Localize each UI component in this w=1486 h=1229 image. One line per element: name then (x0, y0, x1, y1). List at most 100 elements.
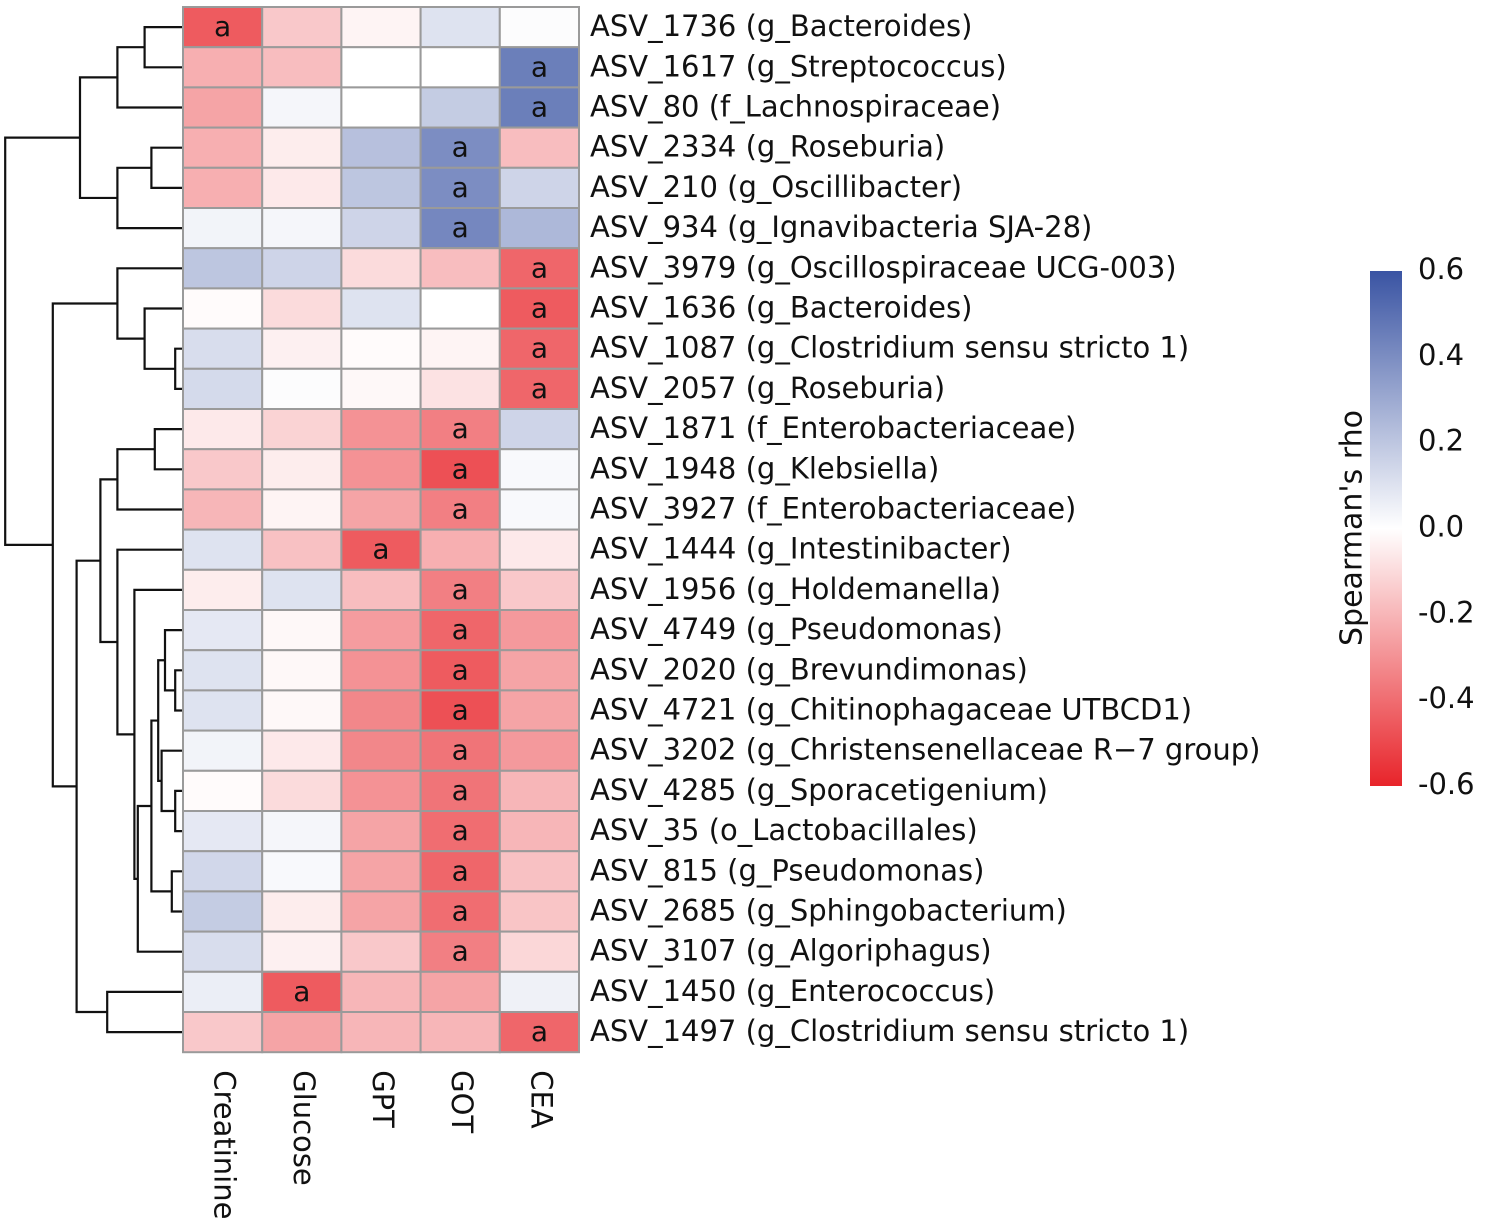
heatmap-cell (419, 850, 501, 893)
heatmap-cell (498, 367, 580, 410)
heatmap-cell (419, 689, 501, 732)
row-label: ASV_4749 (g_Pseudomonas) (590, 612, 1003, 646)
heatmap-cell (182, 930, 264, 973)
colorbar (1370, 271, 1402, 786)
row-label: ASV_3107 (g_Algoriphagus) (590, 934, 992, 968)
heatmap-cell (182, 488, 264, 531)
heatmap-cell (182, 609, 264, 652)
heatmap-cell (340, 207, 422, 250)
heatmap-cell (498, 126, 580, 169)
heatmap-cell (340, 448, 422, 491)
heatmap-cell (498, 890, 580, 933)
row-label: ASV_2020 (g_Brevundimonas) (590, 652, 1028, 686)
heatmap-cell (182, 528, 264, 571)
heatmap-cell (182, 6, 264, 49)
heatmap-cell (340, 729, 422, 772)
heatmap-cell (261, 649, 343, 692)
row-label: ASV_3979 (g_Oscillospiraceae UCG-003) (590, 250, 1177, 284)
heatmap-cell (261, 528, 343, 571)
significance-mark: a (452, 935, 469, 968)
heatmap-cell (498, 609, 580, 652)
heatmap-cell (261, 609, 343, 652)
heatmap-cell (498, 528, 580, 571)
heatmap-cell (419, 247, 501, 290)
heatmap-cell (182, 247, 264, 290)
significance-mark: a (214, 10, 231, 43)
heatmap-cell (340, 890, 422, 933)
heatmap-cell (182, 367, 264, 410)
dendrogram-branch (106, 990, 182, 1034)
heatmap-cell (182, 970, 264, 1013)
legend-tick-label: 0.0 (1418, 510, 1464, 544)
dendrogram-branch (153, 428, 182, 471)
significance-mark: a (531, 91, 548, 124)
heatmap-cell (182, 448, 264, 491)
heatmap-cell (419, 287, 501, 330)
heatmap-cell (261, 126, 343, 169)
heatmap-cell (419, 528, 501, 571)
significance-mark: a (452, 613, 469, 646)
significance-mark: a (531, 1015, 548, 1048)
row-label: ASV_1736 (g_Bacteroides) (590, 9, 972, 43)
legend-tick-label: 0.4 (1418, 338, 1464, 372)
heatmap-cell (261, 327, 343, 370)
heatmap-cell (498, 850, 580, 893)
row-label: ASV_2057 (g_Roseburia) (590, 371, 945, 405)
heatmap-cell (340, 689, 422, 732)
row-label: ASV_1444 (g_Intestinibacter) (590, 532, 1012, 566)
heatmap-cell (340, 930, 422, 973)
heatmap-cell (261, 367, 343, 410)
significance-mark: a (452, 452, 469, 485)
dendrogram-branch (116, 548, 182, 736)
row-label: ASV_1450 (g_Enterococcus) (590, 974, 995, 1008)
heatmap-cell (261, 729, 343, 772)
heatmap-cell (498, 287, 580, 330)
heatmap-cell (261, 6, 343, 49)
significance-mark: a (452, 854, 469, 887)
heatmap-cell (182, 327, 264, 370)
dendrogram-branch (51, 302, 118, 788)
heatmap-cell (340, 408, 422, 451)
column-label: GOT (445, 1070, 479, 1133)
column-label: CEA (524, 1070, 558, 1129)
heatmap-cell (340, 287, 422, 330)
heatmap-cell (182, 408, 264, 451)
row-label: ASV_4721 (g_Chitinophagaceae UTBCD1) (590, 693, 1192, 727)
heatmap-cell (498, 488, 580, 531)
dendrogram-branch (174, 789, 182, 833)
significance-mark: a (452, 412, 469, 445)
dendrogram-branch (4, 136, 80, 547)
heatmap-cell (419, 367, 501, 410)
heatmap-cell (261, 247, 343, 290)
heatmap-cell (261, 46, 343, 89)
row-label: ASV_934 (g_Ignavibacteria SJA-28) (590, 210, 1092, 244)
significance-mark: a (452, 895, 469, 928)
heatmap-cell (340, 850, 422, 893)
column-labels: Creatinine Glucose GPT GOT CEA (208, 1070, 559, 1219)
dendrogram-branch (116, 448, 182, 511)
dendrogram-branch (174, 347, 182, 390)
row-label: ASV_35 (o_Lactobacillales) (590, 813, 978, 847)
significance-mark: a (452, 653, 469, 686)
heatmap-cell (498, 769, 580, 812)
heatmap-cell (419, 1011, 501, 1054)
heatmap-cell (261, 448, 343, 491)
row-label: ASV_3202 (g_Christensenellaceae R−7 grou… (590, 733, 1260, 767)
heatmap-cell (419, 46, 501, 89)
heatmap-cell (498, 6, 580, 49)
heatmap-cell (182, 689, 264, 732)
significance-mark: a (452, 211, 469, 244)
heatmap-cell (340, 6, 422, 49)
row-label: ASV_1636 (g_Bacteroides) (590, 291, 972, 325)
heatmap-cell (498, 166, 580, 210)
heatmap-cell (261, 810, 343, 853)
row-dendrogram (4, 26, 182, 1034)
heatmap-cell (419, 408, 501, 451)
heatmap-cell (498, 930, 580, 973)
heatmap-cell (261, 287, 343, 330)
colorbar-ticks: 0.6 0.4 0.2 0.0 -0.2 -0.4 -0.6 (1418, 252, 1475, 801)
heatmap-cell (340, 488, 422, 531)
heatmap-cell (261, 689, 343, 732)
heatmap-cell (182, 126, 264, 169)
